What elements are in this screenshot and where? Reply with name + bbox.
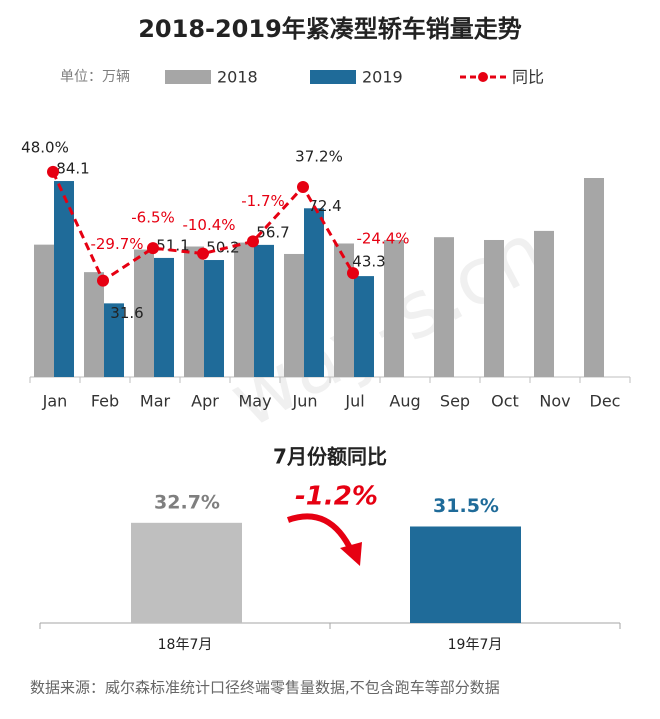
bar [234,242,254,377]
footer: 数据来源：威尔森标准统计口径终端零售量数据,不包含跑车等部分数据 [30,679,500,697]
x-tick-label: Nov [539,392,570,411]
x-tick-label: Jan [42,392,68,411]
bar [384,239,404,377]
value-label: -10.4% [182,216,235,234]
bar [204,260,224,377]
bar [584,178,604,377]
x-tick-label: Jun [292,392,318,411]
bar [284,253,304,377]
legend-label: 同比 [512,68,544,87]
x-tick-label: Dec [590,392,621,411]
line-marker [247,235,259,248]
line-marker [347,267,359,280]
bar [184,246,204,377]
value-label: 31.5% [433,495,499,517]
arrow-head [340,542,362,566]
value-label: -29.7% [90,235,143,253]
value-label: 84.1 [56,160,89,178]
value-label: 48.0% [21,138,69,156]
value-label: 43.3 [352,253,385,271]
value-label: 31.6 [110,304,143,322]
bar [84,272,104,377]
legend-label: 2018 [217,68,258,87]
chart-title: 7月份额同比 [273,445,387,469]
bar [354,276,374,377]
annotation: -1.2% [295,482,378,512]
bar [154,257,174,377]
x-tick-label: May [238,392,271,411]
value-label: -6.5% [131,209,175,227]
line-marker [197,247,209,260]
value-label: 32.7% [154,491,220,513]
x-tick-label: Feb [91,392,119,411]
legend-swatch [165,70,211,84]
legend-swatch [310,70,356,84]
bar [304,208,324,377]
x-tick-label: 18年7月 [158,637,213,653]
value-label: 37.2% [295,147,343,165]
bar [410,526,521,623]
bar [434,237,454,377]
line-marker [297,180,309,193]
x-tick-label: 19年7月 [448,637,503,653]
x-tick-label: Apr [191,392,219,411]
value-label: -1.7% [241,192,285,210]
unit-label: 单位：万辆 [60,69,130,85]
x-tick-label: Aug [389,392,420,411]
legend-label: 2019 [362,68,403,87]
bar [534,230,554,377]
line-marker [147,242,159,255]
bar [254,244,274,377]
legend-marker [478,72,488,82]
arrow [286,513,355,554]
value-label: 51.1 [156,236,189,254]
x-tick-label: Mar [140,392,171,411]
chart-title: 2018-2019年紧凑型轿车销量走势 [138,15,522,43]
x-tick-label: Sep [440,392,470,411]
bar [131,522,242,623]
bar [104,303,124,377]
value-label: 72.4 [308,197,341,215]
bar [484,239,504,377]
bar [134,249,154,377]
bar [34,244,54,377]
value-label: -24.4% [356,230,409,248]
x-tick-label: Oct [491,392,519,411]
bar [334,243,354,377]
value-label: 56.7 [256,223,289,241]
line-marker [97,274,109,287]
x-tick-label: Jul [344,392,364,411]
line-marker [47,165,59,178]
bar [54,181,74,377]
